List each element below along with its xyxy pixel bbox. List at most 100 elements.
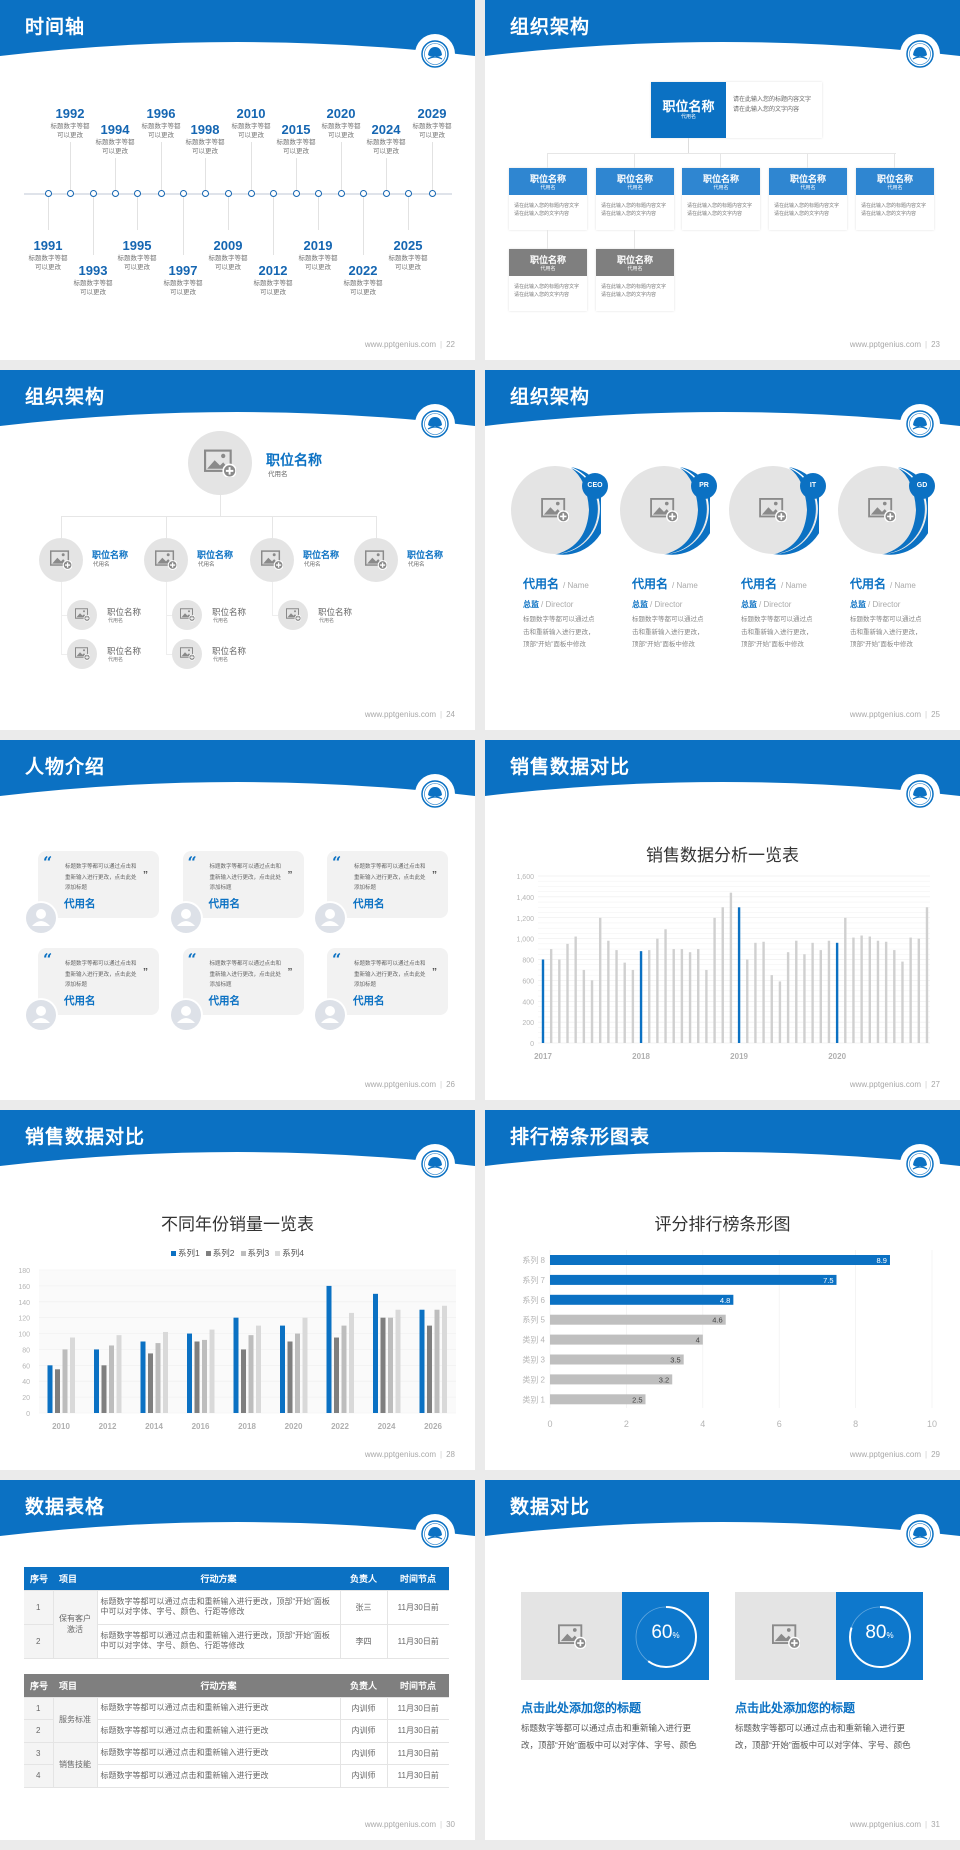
- school-logo: [414, 403, 456, 445]
- avatar: [168, 901, 203, 935]
- row-number: 2: [24, 1719, 53, 1743]
- school-logo: [899, 1513, 941, 1555]
- progress-ring: [635, 1606, 697, 1668]
- org-node-title: 职位名称: [92, 550, 129, 560]
- category-label: 类别 4: [522, 1335, 545, 1345]
- timeline-dot: [314, 190, 322, 197]
- bar: [754, 942, 757, 1043]
- person-role-line: 总监 / Director: [850, 594, 950, 612]
- org-connector: [272, 615, 278, 616]
- person-role-en: / Director: [650, 600, 683, 609]
- org-top-avatar: [188, 431, 252, 495]
- sales-chart: 0 200 400 600 800 1,000 1,200 1,400 1,600 2017 201…: [516, 874, 930, 1061]
- column-header: 项目: [53, 1674, 97, 1698]
- role-badge-text: IT: [809, 482, 817, 489]
- timeline-dot: [404, 190, 412, 197]
- org-node-title: 职位名称: [789, 174, 826, 184]
- footer-divider: |: [440, 710, 443, 719]
- timeline-connector: [47, 197, 49, 230]
- footer-divider: |: [440, 1080, 443, 1089]
- slide-26: 人物介绍 www.pptgenius.com | 26 “ 标题数字等都可以通过点击和重新…: [0, 740, 475, 1100]
- slide-title: 组织架构: [510, 17, 591, 38]
- timeline-desc: 标题数字等都可以更改: [276, 139, 316, 155]
- timeline-desc: 标题数字等都可以更改: [185, 139, 225, 155]
- quote-text: 标题数字等都可以通过点击和重新输入进行更改，点击此处添加标题: [65, 864, 137, 891]
- timeline-desc: 标题数字等都可以更改: [343, 280, 383, 296]
- category-label: 类别 2: [522, 1374, 545, 1384]
- org-node-sub: 代用名: [198, 562, 215, 568]
- y-tick-label: 40: [22, 1379, 30, 1386]
- x-tick-label: 0: [547, 1419, 552, 1429]
- person-name: 代用名: [523, 577, 560, 591]
- timeline-desc: 标题数字等都可以更改: [298, 255, 338, 271]
- slide-title: 时间轴: [25, 17, 86, 38]
- data-table: 序号 项目 行动方案 负责人 时间节点 1 服务标准 标题数字等都可以通过点击和重新输入进行更…: [24, 1674, 449, 1788]
- image-placeholder-icon: [179, 647, 195, 661]
- org-node-title: 职位名称: [616, 174, 653, 184]
- slide-footer: www.pptgenius.com | 22: [365, 340, 455, 349]
- legend-item: 系列4: [275, 1248, 304, 1258]
- timeline-connector: [340, 142, 342, 190]
- person-name-line: 代用名 / Name: [850, 575, 950, 593]
- timeline-item: 2009 标题数字等都可以更改: [200, 0, 256, 360]
- y-tick-label: 400: [522, 999, 534, 1006]
- x-tick-label: 2010: [52, 1422, 70, 1431]
- bar-value-label: 3.5: [670, 1356, 680, 1365]
- footer-url: www.pptgenius.com: [849, 1820, 922, 1829]
- bar: [62, 1349, 68, 1413]
- org-connector: [61, 516, 376, 517]
- person-name-en: / Name: [890, 581, 916, 590]
- bar: [256, 1325, 261, 1413]
- y-tick-label: 1,400: [516, 895, 534, 902]
- bar: [737, 907, 741, 1043]
- y-tick-label: 120: [18, 1316, 30, 1323]
- org-node-title: 职位名称: [197, 550, 234, 560]
- bar: [427, 1325, 432, 1413]
- footer-url: www.pptgenius.com: [364, 1080, 437, 1089]
- y-tick-label: 800: [522, 958, 534, 965]
- page-number: 27: [931, 1080, 940, 1089]
- owner-cell: 内训师: [339, 1697, 388, 1720]
- bar: [558, 959, 561, 1043]
- quote-card: “ 标题数字等都可以通过点击和重新输入进行更改，点击此处添加标题 ” 代用名: [38, 851, 159, 918]
- person-role-en: / Director: [868, 600, 901, 609]
- timeline-item: 1997 标题数字等都可以更改: [155, 0, 211, 360]
- org-node-header: [682, 168, 760, 195]
- slide-title: 组织架构: [510, 387, 591, 408]
- x-tick-label: 2014: [145, 1422, 163, 1431]
- bar: [550, 1314, 726, 1325]
- org-node-title: 职位名称: [529, 255, 566, 265]
- school-logo: [899, 773, 941, 815]
- x-tick-label: 2018: [238, 1422, 256, 1431]
- bar: [925, 907, 929, 1043]
- person-desc: 标题数字等都可以通过点击和重新输入进行更改，顶部“开始”面板中修改: [523, 616, 595, 648]
- org-leaf-avatar: [172, 639, 202, 669]
- bar: [47, 1365, 53, 1413]
- bar: [827, 940, 831, 1043]
- column-header: 行动方案: [97, 1674, 340, 1698]
- school-logo: [899, 1143, 941, 1185]
- close-quote-icon: ”: [432, 870, 437, 881]
- org-node: 职位名称 代用名 请在此输入您的标题内容文字请在此输入您的文字内容: [596, 153, 674, 230]
- timeline-dot: [247, 190, 255, 197]
- percent-panel: 60%: [622, 1592, 709, 1680]
- row-number: 3: [24, 1742, 53, 1765]
- timeline-year: 2020: [326, 106, 356, 121]
- image-placeholder-icon: [285, 608, 301, 622]
- chart-title: 不同年份销量一览表: [161, 1215, 314, 1234]
- bar: [541, 959, 545, 1043]
- y-tick-label: 1,200: [516, 916, 534, 923]
- bar: [582, 969, 586, 1043]
- bar: [566, 943, 569, 1043]
- timeline-item: 2029 标题数字等都可以更改: [404, 0, 460, 360]
- x-tick-label: 2012: [99, 1422, 117, 1431]
- org-node-avatar: [354, 538, 398, 582]
- slide-footer: www.pptgenius.com | 27: [850, 1080, 940, 1089]
- person-role: 总监: [741, 600, 757, 609]
- legend-swatch: [275, 1251, 281, 1256]
- x-tick-label: 8: [853, 1419, 858, 1429]
- image-area: [735, 1592, 836, 1680]
- comparison-card: 60%: [521, 1592, 709, 1680]
- bar: [811, 942, 814, 1043]
- timeline-connector: [114, 158, 116, 190]
